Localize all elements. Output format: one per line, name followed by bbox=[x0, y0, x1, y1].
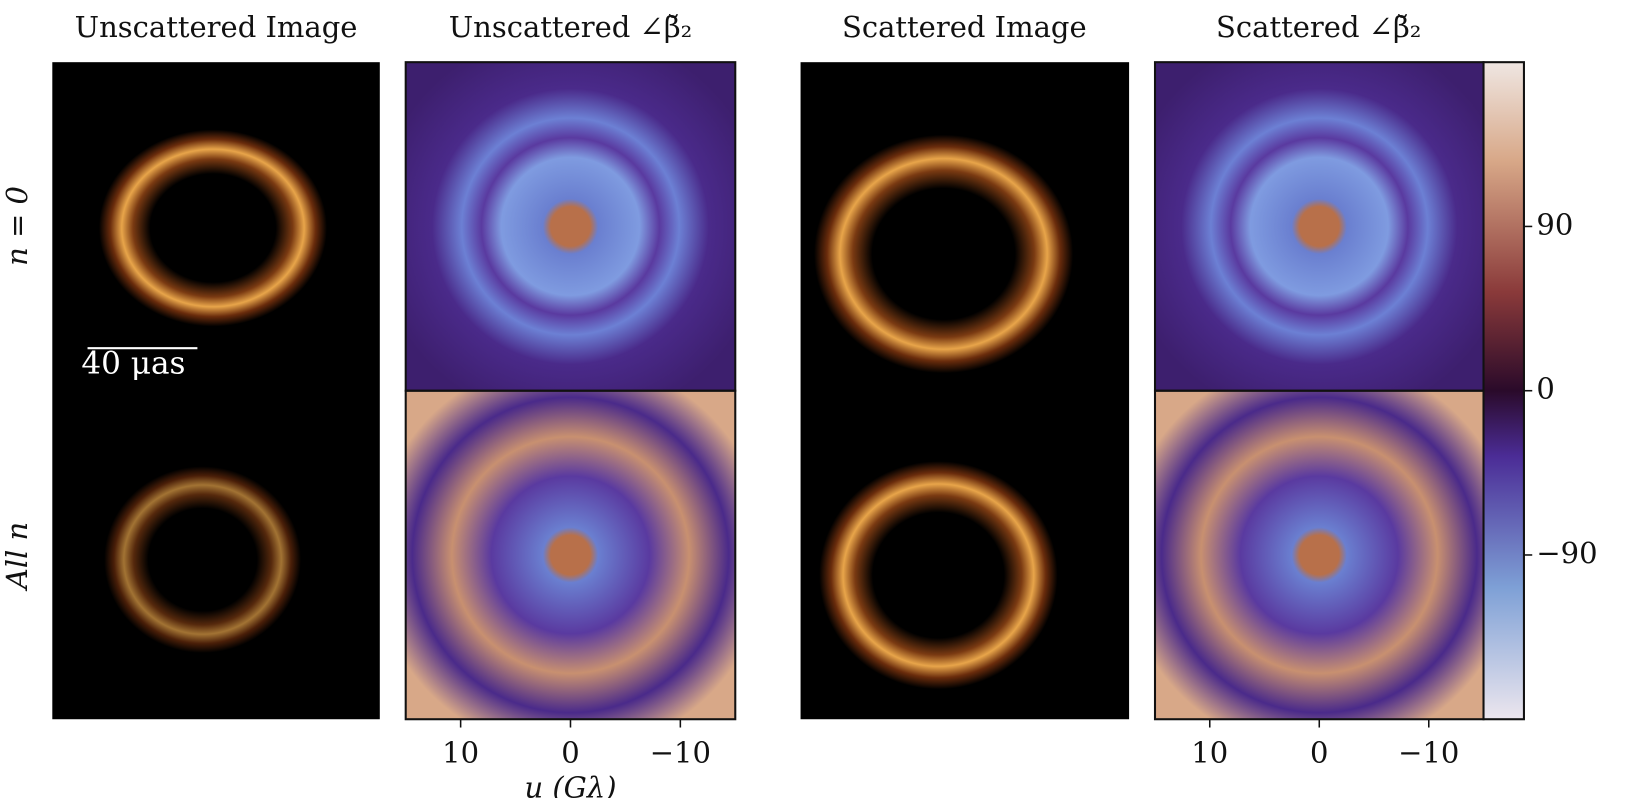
x-tick-label: −10 bbox=[650, 735, 711, 769]
colorbar-tick-label: 90 bbox=[1536, 207, 1573, 241]
x-tick-label: 10 bbox=[1191, 735, 1228, 769]
phase-map bbox=[1155, 62, 1484, 391]
phase-map bbox=[405, 62, 736, 391]
phase-map bbox=[1155, 390, 1484, 720]
ring bbox=[819, 461, 1058, 690]
phase-map bbox=[405, 390, 736, 720]
row-label: n = 0 bbox=[0, 186, 34, 266]
ring bbox=[814, 134, 1074, 374]
colorbar bbox=[1482, 61, 1525, 721]
x-tick-label: 10 bbox=[442, 735, 479, 769]
x-tick-label: 0 bbox=[561, 735, 579, 769]
colorbar-tick-label: 0 bbox=[1536, 372, 1554, 406]
ring bbox=[104, 466, 302, 653]
column-title: Unscattered ∠β̆₂ bbox=[449, 10, 692, 44]
x-tick-label: 0 bbox=[1310, 735, 1328, 769]
x-tick-label: −10 bbox=[1398, 735, 1459, 769]
scale-bar-label: 40 μas bbox=[81, 345, 185, 381]
column-title: Scattered ∠β̆₂ bbox=[1216, 10, 1421, 44]
ring bbox=[98, 129, 327, 327]
x-axis-label: u (Gλ) bbox=[524, 771, 616, 798]
column-title: Scattered Image bbox=[842, 10, 1087, 44]
column-title: Unscattered Image bbox=[75, 10, 358, 44]
colorbar-tick-label: −90 bbox=[1536, 536, 1597, 570]
row-label: All n bbox=[0, 522, 34, 592]
